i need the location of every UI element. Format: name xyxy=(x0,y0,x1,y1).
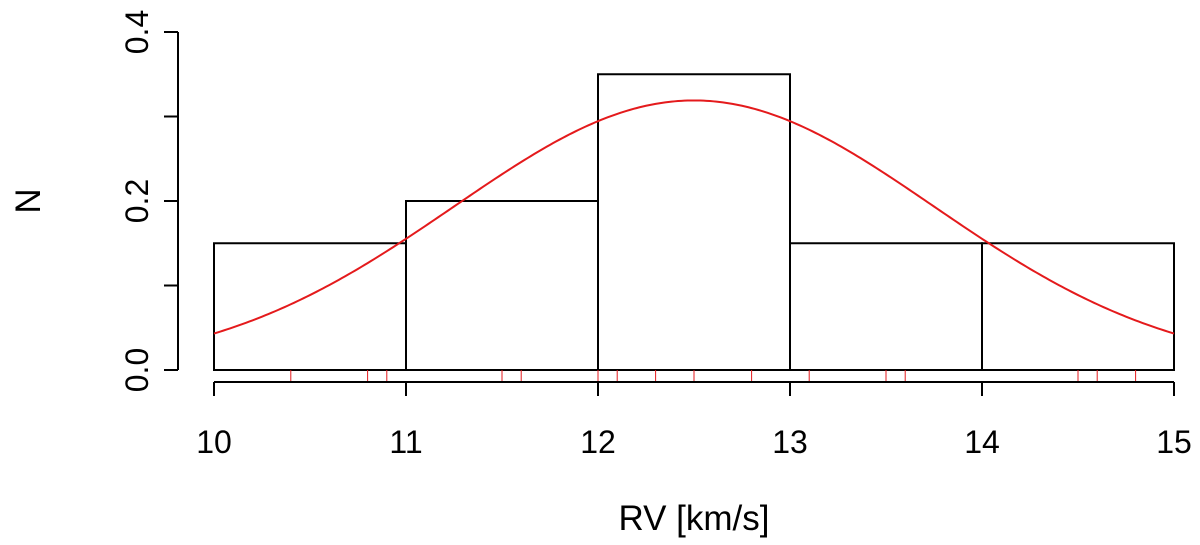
y-tick-label: 0.2 xyxy=(119,179,155,223)
histogram-bar-3 xyxy=(597,73,791,371)
fit-curve-line xyxy=(213,99,1175,335)
x-axis-label: RV [km/s] xyxy=(618,499,769,538)
x-tick-label: 12 xyxy=(580,424,616,460)
y-tick-label: 0.0 xyxy=(119,348,155,392)
histogram-bar-5 xyxy=(981,242,1175,371)
rug-marks xyxy=(290,370,1137,381)
x-tick-label: 15 xyxy=(1156,424,1192,460)
y-axis: 0.0 0.2 0.4 xyxy=(119,10,179,392)
gaussian-fit xyxy=(213,99,1175,335)
histogram-bar-1 xyxy=(213,242,407,371)
x-tick-label: 10 xyxy=(196,424,232,460)
x-axis: 10 11 12 13 14 15 xyxy=(196,381,1192,460)
x-tick-label: 11 xyxy=(389,424,422,460)
histogram-bars xyxy=(213,73,1175,371)
y-axis-label: N xyxy=(9,188,48,213)
y-tick-label: 0.4 xyxy=(119,10,155,54)
histogram-bar-2 xyxy=(405,200,599,371)
x-tick-label: 14 xyxy=(964,424,1000,460)
histogram-bar-4 xyxy=(789,242,983,371)
x-tick-label: 13 xyxy=(772,424,808,460)
